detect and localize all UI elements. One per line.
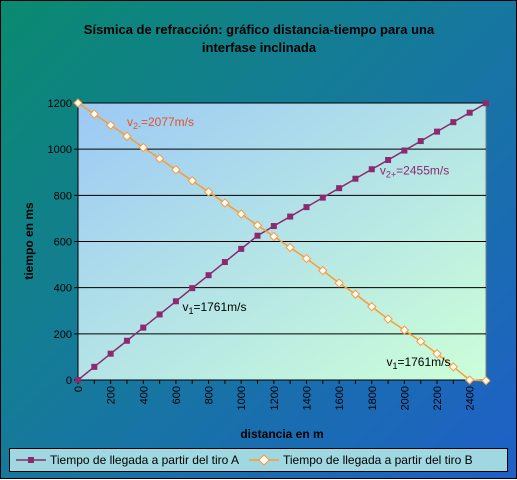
point-series-a-9 [221,259,228,266]
point-series-a-16 [336,185,343,192]
y-tick-label-0: 0 [66,375,72,387]
point-series-a-8 [205,272,212,279]
annotation-0: v2-=2077m/s [127,115,194,131]
x-tick-label-1: 200 [106,386,118,404]
x-tick-label-2: 400 [138,386,150,404]
y-axis-label: tiempo en ms [22,202,36,280]
y-tick-label-6: 1200 [48,98,72,110]
x-tick-label-5: 1000 [236,386,248,410]
point-series-b-8 [203,187,214,197]
point-series-b-6 [171,165,181,175]
point-series-b-4 [138,142,148,153]
series-layer [73,98,491,386]
point-series-b-18 [367,301,377,312]
chart-title-line2: interfase inclinada [202,40,317,55]
point-series-b-22 [432,348,442,359]
x-tick-label-7: 1400 [301,386,313,410]
point-series-a-23 [450,119,457,126]
point-series-a-13 [287,213,294,220]
point-series-b-2 [105,120,116,130]
point-series-b-7 [187,176,197,186]
point-series-b-1 [89,109,100,119]
y-tick-label-3: 600 [54,237,72,249]
point-series-b-9 [220,198,230,208]
point-series-b-16 [334,278,344,288]
y-tick-label-1: 200 [54,329,72,341]
point-series-b-3 [122,131,132,141]
point-series-a-20 [401,147,408,154]
x-tick-label-3: 600 [171,386,183,404]
annotations: v2-=2077m/s v2+=2455m/s v1=1761m/s v1=1761m… [127,115,451,371]
legend-label-series-a: Tiempo de llegada a partir del tiro A [50,453,239,467]
point-series-a-4 [140,324,147,331]
point-series-a-7 [189,285,196,292]
annotation-2: v1=1761m/s [182,300,246,316]
legend: Tiempo de llegada a partir del tiro A Ti… [9,448,508,472]
point-series-a-11 [254,232,261,239]
x-tick-label-10: 2000 [399,386,411,410]
point-series-a-14 [303,204,310,211]
point-series-b-21 [416,336,426,347]
y-tick-label-4: 800 [54,190,72,202]
point-series-a-18 [368,166,375,173]
point-series-b-19 [383,314,393,324]
point-series-a-3 [123,337,130,344]
legend-item-series-a: Tiempo de llegada a partir del tiro A [16,453,239,467]
annotation-3: v1=1761m/s [386,355,450,371]
point-series-a-21 [417,138,424,145]
x-tick-label-4: 800 [204,386,216,404]
x-tick-label-9: 1800 [367,386,379,410]
y-tick-label-5: 1000 [48,144,72,156]
legend-marker-diamond-icon [249,454,279,466]
point-series-b-15 [318,265,328,276]
point-series-a-6 [172,298,179,305]
legend-item-series-b: Tiempo de llegada a partir del tiro B [249,453,473,467]
point-series-a-5 [156,311,163,318]
annotation-1: v2+=2455m/s [380,164,449,180]
point-series-a-25 [483,100,489,107]
point-series-a-10 [238,245,245,252]
point-series-b-25 [481,375,491,386]
point-series-a-24 [466,109,473,116]
point-series-b-0 [73,98,83,108]
x-tick-label-6: 1200 [269,386,281,410]
point-series-b-13 [285,242,295,253]
point-series-a-12 [270,223,277,230]
chart-title-line1: Sísmica de refracción: gráfico distancia… [84,22,435,37]
x-tick-label-11: 2200 [432,386,444,410]
y-tick-label-2: 400 [54,283,72,295]
point-series-a-1 [91,363,98,370]
point-series-a-0 [75,377,81,383]
legend-label-series-b: Tiempo de llegada a partir del tiro B [283,453,473,467]
tick-labels: 0 200 400 600 800 1000 1200 0 200 400 600 800 1000 12… [48,98,477,410]
point-series-b-11 [252,220,263,231]
point-series-a-15 [319,194,326,201]
x-tick-label-12: 2400 [465,386,477,410]
point-series-b-23 [448,362,459,372]
point-series-b-17 [350,289,361,299]
point-series-a-19 [385,157,392,164]
point-series-a-22 [434,128,441,135]
x-tick-label-0: 0 [73,386,85,392]
point-series-b-12 [269,231,279,242]
point-series-b-5 [154,153,165,164]
x-tick-label-8: 1600 [334,386,346,410]
point-series-b-10 [236,209,246,219]
point-series-a-2 [107,350,114,357]
point-series-b-20 [399,325,410,335]
x-axis-label: distancia en m [240,427,323,441]
point-series-a-17 [352,175,359,182]
legend-marker-square-icon [16,457,46,463]
point-series-b-14 [301,253,312,264]
point-series-b-24 [464,375,475,385]
